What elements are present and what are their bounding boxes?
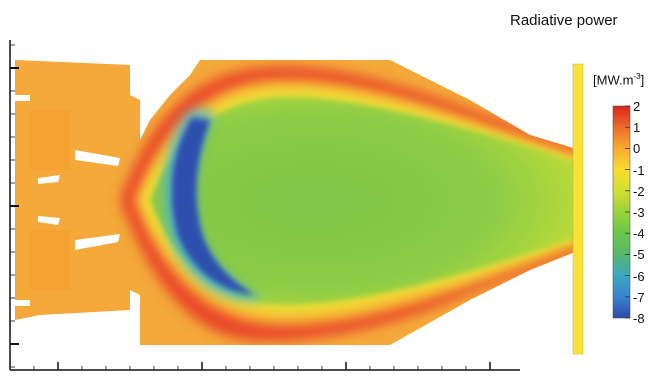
crescent-core — [171, 118, 255, 295]
flow-domain — [15, 60, 584, 355]
colorbar-tick-label: -8 — [633, 311, 645, 326]
injector-structure — [15, 95, 120, 306]
colorbar — [612, 105, 631, 319]
colorbar-tick-label: -6 — [633, 268, 645, 284]
injector-block-lower — [30, 230, 70, 290]
colorbar-tick-label: -2 — [633, 183, 645, 199]
colorbar-unit-suffix: ] — [640, 72, 645, 88]
colorbar-unit-label: [MW.m-3] — [593, 72, 644, 87]
colorbar-tick-label: 0 — [633, 141, 641, 157]
colorbar-tick-label: -5 — [633, 247, 645, 263]
injector-gap-1 — [38, 175, 60, 184]
injector-gap-2 — [38, 216, 60, 225]
injector-gap-4 — [75, 234, 120, 250]
left-notch-upper — [15, 95, 30, 101]
injector-gap-3 — [75, 150, 120, 166]
core-region — [150, 96, 580, 306]
colorbar-unit-prefix: [MW.m — [593, 72, 634, 88]
axes — [9, 40, 520, 371]
colorbar-tick-label: 2 — [633, 99, 641, 114]
colorbar-unit-exponent: -3 — [633, 72, 641, 81]
colorbar-tick-label: 1 — [633, 120, 641, 136]
left-notch-lower — [15, 300, 30, 306]
exit-strip — [572, 63, 584, 355]
injector-block-upper — [30, 110, 70, 170]
colorbar-tick-label: -1 — [633, 162, 645, 178]
colorbar-tick-label: -7 — [633, 289, 645, 305]
colorbar-tick-label: -3 — [633, 205, 645, 220]
colorbar-tick-label: -4 — [633, 226, 645, 242]
chart-title: Radiative power — [510, 12, 618, 29]
